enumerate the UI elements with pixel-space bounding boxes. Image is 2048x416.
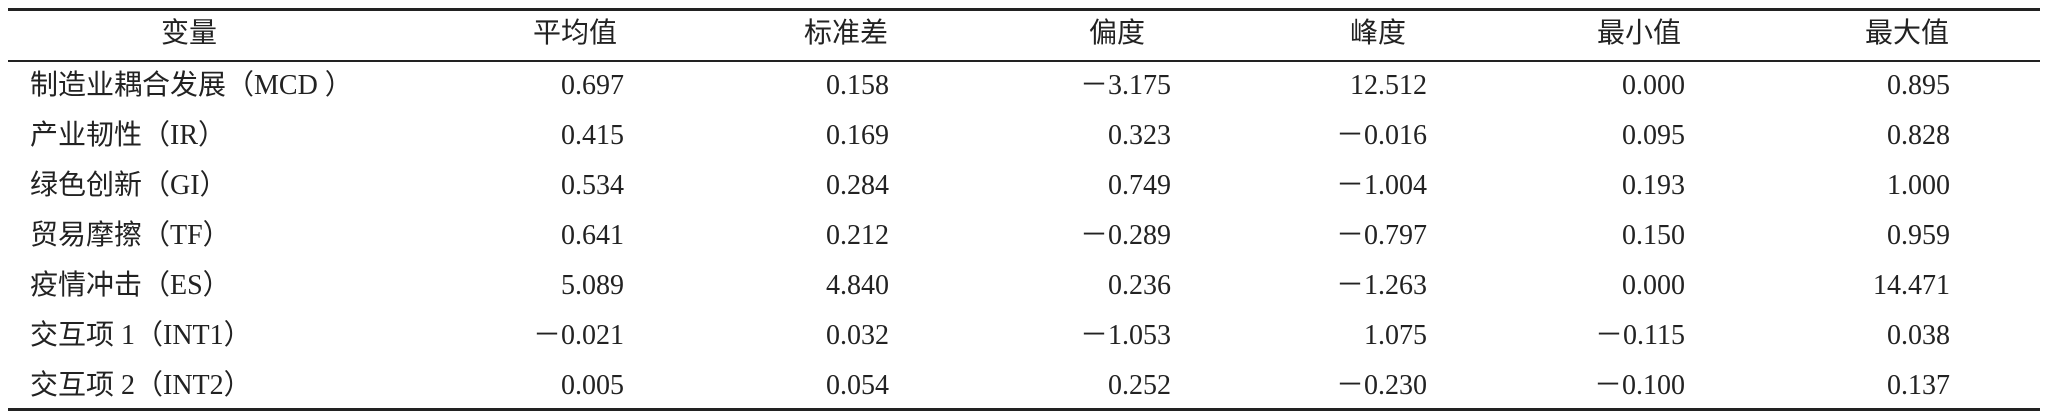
- value-cell: 0.193: [1622, 170, 1685, 201]
- value-cell: －0.230: [1335, 370, 1427, 401]
- value-cell: －0.797: [1335, 220, 1427, 251]
- header-cell: 平均值: [532, 18, 618, 49]
- value-cell: －0.100: [1593, 370, 1685, 401]
- value-cell: －3.175: [1079, 70, 1171, 101]
- value-cell: 0.236: [1108, 270, 1171, 301]
- header-cell: 偏度: [1088, 18, 1146, 49]
- row-label: 交互项 1（INT1）: [30, 320, 252, 351]
- row-label: 疫情冲击（ES）: [30, 270, 231, 301]
- value-cell: －0.115: [1595, 320, 1685, 351]
- row-label: 产业韧性（IR）: [30, 120, 227, 151]
- value-cell: 0.038: [1887, 320, 1950, 351]
- value-cell: －1.004: [1335, 170, 1427, 201]
- header-cell: 最小值: [1596, 18, 1682, 49]
- header-cell: 标准差: [803, 18, 889, 49]
- value-cell: 0.000: [1622, 70, 1685, 101]
- row-label: 制造业耦合发展（MCD ）: [30, 70, 353, 101]
- value-cell: 0.534: [561, 170, 624, 201]
- value-cell: 0.284: [826, 170, 889, 201]
- value-cell: 1.075: [1364, 320, 1427, 351]
- value-cell: 0.959: [1887, 220, 1950, 251]
- value-cell: 0.054: [826, 370, 889, 401]
- value-cell: 0.158: [826, 70, 889, 101]
- value-cell: 0.169: [826, 120, 889, 151]
- value-cell: 4.840: [826, 270, 889, 301]
- value-cell: 0.749: [1108, 170, 1171, 201]
- header-rule: [8, 60, 2040, 62]
- value-cell: －1.263: [1335, 270, 1427, 301]
- value-cell: 0.150: [1622, 220, 1685, 251]
- header-cell: 最大值: [1864, 18, 1950, 49]
- value-cell: －0.289: [1079, 220, 1171, 251]
- value-cell: 0.095: [1622, 120, 1685, 151]
- value-cell: 0.415: [561, 120, 624, 151]
- value-cell: －1.053: [1079, 320, 1171, 351]
- header-cell: 变量: [160, 18, 218, 49]
- value-cell: 0.828: [1887, 120, 1950, 151]
- row-label: 绿色创新（GI）: [30, 170, 228, 201]
- value-cell: 0.032: [826, 320, 889, 351]
- value-cell: 0.212: [826, 220, 889, 251]
- value-cell: 1.000: [1887, 170, 1950, 201]
- value-cell: 0.323: [1108, 120, 1171, 151]
- value-cell: 0.641: [561, 220, 624, 251]
- value-cell: 0.137: [1887, 370, 1950, 401]
- bottom-rule: [8, 408, 2040, 411]
- value-cell: 0.697: [561, 70, 624, 101]
- value-cell: －0.021: [532, 320, 624, 351]
- top-rule: [8, 8, 2040, 11]
- value-cell: 5.089: [561, 270, 624, 301]
- value-cell: 0.005: [561, 370, 624, 401]
- header-cell: 峰度: [1349, 18, 1407, 49]
- value-cell: －0.016: [1335, 120, 1427, 151]
- value-cell: 14.471: [1873, 270, 1950, 301]
- value-cell: 12.512: [1350, 70, 1427, 101]
- value-cell: 0.000: [1622, 270, 1685, 301]
- row-label: 交互项 2（INT2）: [30, 370, 252, 401]
- value-cell: 0.895: [1887, 70, 1950, 101]
- row-label: 贸易摩擦（TF）: [30, 220, 231, 251]
- value-cell: 0.252: [1108, 370, 1171, 401]
